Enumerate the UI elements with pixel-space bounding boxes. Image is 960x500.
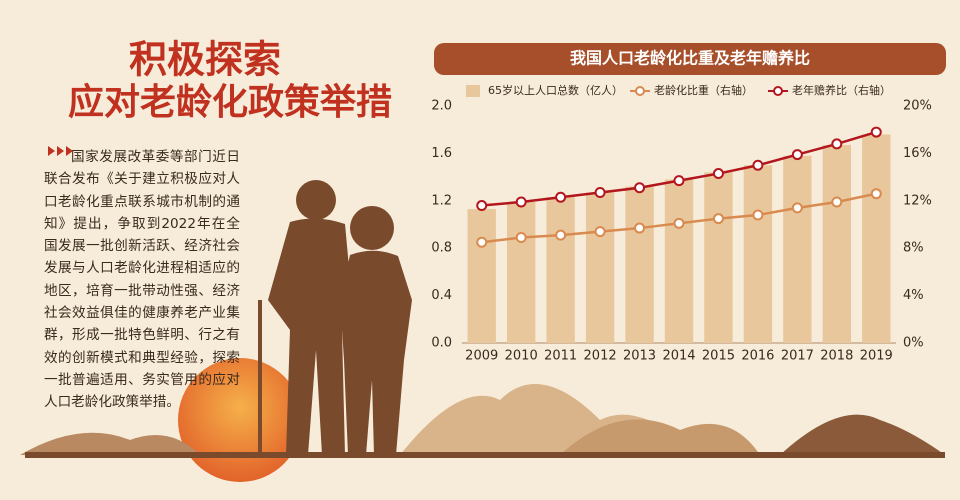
x-tick-label: 2011 [544, 349, 577, 364]
line-marker [476, 236, 488, 248]
x-tick-label: 2017 [781, 349, 814, 364]
bar [664, 179, 694, 343]
x-tick-label: 2010 [505, 349, 538, 364]
sun [178, 358, 302, 482]
paragraph: 国家发展改革委等部门近日联合发布《关于建立积极应对人口老龄化重点联系城市机制的通… [44, 149, 240, 411]
title-line1: 积极探索 [129, 38, 281, 82]
y2-tick-label: 12% [903, 193, 932, 208]
legend-label: 老龄化比重（右轴） [654, 83, 753, 97]
title-line2: 应对老龄化政策举措 [68, 82, 392, 123]
line-marker [831, 138, 843, 150]
bar [822, 145, 852, 343]
body-text: 国家发展改革委等部门近日联合发布《关于建立积极应对人口老龄化重点联系城市机制的通… [44, 146, 240, 414]
legend-swatch [773, 86, 783, 96]
line-marker [634, 222, 646, 234]
line-marker [634, 182, 646, 194]
line-marker [712, 213, 724, 225]
hill [560, 419, 760, 455]
x-tick-label: 2012 [584, 349, 617, 364]
line-marker [555, 229, 567, 241]
bar [743, 165, 773, 343]
legend-swatch [635, 86, 645, 96]
y2-tick-label: 4% [903, 288, 924, 303]
y2-tick-label: 8% [903, 241, 924, 256]
x-tick-label: 2013 [623, 349, 656, 364]
x-tick-label: 2016 [741, 349, 774, 364]
line-marker [594, 226, 606, 238]
couple-silhouette [258, 180, 412, 455]
bar [506, 201, 536, 343]
line-marker [555, 191, 567, 203]
chart: 0.0 0.4 0.8 1.2 1.6 2.0 0% 4% 8% 12% 16% 20% 2009 201… [431, 83, 932, 364]
line-marker [515, 196, 527, 208]
line-marker [594, 187, 606, 199]
x-tick-label: 2015 [702, 349, 735, 364]
line-marker [752, 209, 764, 221]
y2-tick-label: 16% [903, 146, 932, 161]
bar [704, 172, 733, 343]
x-tick-label: 2018 [820, 349, 853, 364]
line-marker [831, 196, 843, 208]
ground [25, 452, 945, 458]
y-tick-label: 0.4 [431, 288, 452, 303]
line-marker [791, 149, 803, 161]
legend-swatch [466, 85, 480, 97]
x-tick-label: 2019 [860, 349, 893, 364]
arrows [48, 146, 73, 156]
legend-label: 65岁以上人口总数（亿人） [488, 83, 623, 97]
line-marker [791, 202, 803, 214]
line-marker [515, 232, 527, 244]
line-marker [870, 126, 882, 138]
y-tick-label: 0.8 [431, 241, 452, 256]
bar [625, 186, 654, 343]
hill [20, 432, 200, 455]
line-marker [673, 217, 685, 229]
chart-header [434, 43, 946, 75]
y-tick-label: 1.2 [431, 193, 452, 208]
bar [585, 192, 615, 343]
x-tick-label: 2014 [662, 349, 695, 364]
line-marker [476, 200, 488, 212]
x-tick-label: 2009 [465, 349, 498, 364]
y-tick-label: 2.0 [431, 99, 452, 114]
y2-tick-label: 0% [903, 336, 924, 351]
line-marker [870, 188, 882, 200]
bar [783, 155, 812, 343]
y-tick-label: 0.0 [431, 336, 452, 351]
y2-tick-label: 20% [903, 99, 932, 114]
y-tick-label: 1.6 [431, 146, 452, 161]
bar [862, 134, 891, 343]
legend-label: 老年赡养比（右轴） [792, 83, 891, 97]
hill [780, 414, 945, 455]
bar [546, 197, 575, 343]
line-marker [673, 175, 685, 187]
chart-title: 我国人口老龄化比重及老年赡养比 [570, 49, 810, 68]
line-marker [712, 168, 724, 180]
line-marker [752, 159, 764, 171]
bar [467, 209, 496, 343]
